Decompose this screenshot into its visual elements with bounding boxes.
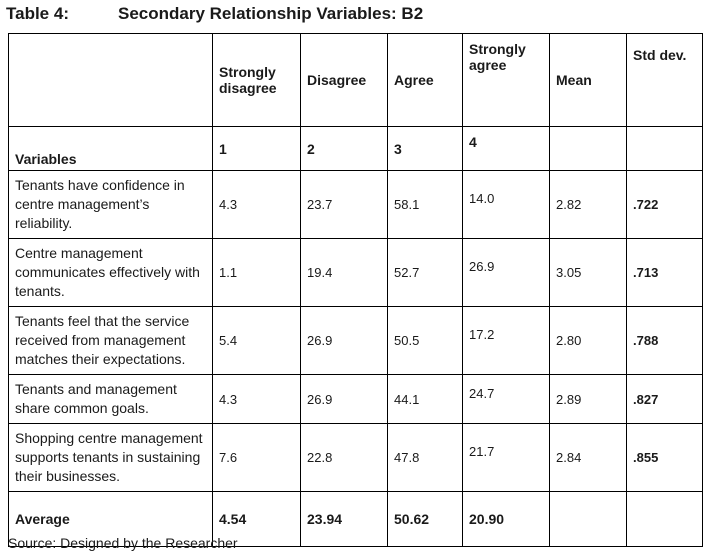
value-disagree: 23.7 (300, 170, 388, 239)
scale-code-mean (549, 126, 627, 171)
table-number: Table 4: (6, 4, 69, 23)
table-row: Tenants feel that the service received f… (8, 306, 703, 375)
average-strongly-disagree: 4.54 (212, 491, 301, 547)
col-header-mean: Mean (549, 33, 627, 127)
scale-code-2: 2 (300, 126, 388, 171)
header-empty-cell (8, 33, 213, 127)
value-strongly-disagree: 4.3 (212, 170, 301, 239)
average-disagree: 23.94 (300, 491, 388, 547)
value-std-dev: .788 (626, 306, 703, 375)
scale-code-std (626, 126, 703, 171)
source-note: Source: Designed by the Researcher (8, 535, 238, 551)
value-strongly-agree: 21.7 (462, 423, 550, 492)
value-disagree: 26.9 (300, 374, 388, 424)
variable-cell: Shopping centre management supports tena… (8, 423, 213, 492)
value-mean: 2.89 (549, 374, 627, 424)
table-title: Table 4: Secondary Relationship Variables… (6, 4, 423, 24)
variable-cell: Tenants have confidence in centre manage… (8, 170, 213, 239)
table-row: Centre management communicates effective… (8, 238, 703, 307)
table-row: Shopping centre management supports tena… (8, 423, 703, 492)
value-agree: 58.1 (387, 170, 463, 239)
value-strongly-disagree: 4.3 (212, 374, 301, 424)
average-std-dev (626, 491, 703, 547)
value-strongly-disagree: 5.4 (212, 306, 301, 375)
value-strongly-agree-text: 21.7 (469, 444, 495, 459)
scale-code-1: 1 (212, 126, 301, 171)
value-std-dev: .722 (626, 170, 703, 239)
value-strongly-agree: 26.9 (462, 238, 550, 307)
variable-cell: Tenants feel that the service received f… (8, 306, 213, 375)
relationship-variables-table: Strongly disagree Disagree Agree Strongl… (8, 33, 703, 547)
value-agree: 50.5 (387, 306, 463, 375)
scale-code-3: 3 (387, 126, 463, 171)
value-agree: 52.7 (387, 238, 463, 307)
average-strongly-agree: 20.90 (462, 491, 550, 547)
value-agree: 47.8 (387, 423, 463, 492)
value-strongly-agree-text: 14.0 (469, 191, 495, 206)
col-header-std-dev: Std dev. (626, 33, 703, 127)
value-std-dev: .855 (626, 423, 703, 492)
value-disagree: 26.9 (300, 306, 388, 375)
value-strongly-agree: 14.0 (462, 170, 550, 239)
variable-cell: Centre management communicates effective… (8, 238, 213, 307)
average-agree: 50.62 (387, 491, 463, 547)
value-strongly-agree-text: 17.2 (469, 327, 495, 342)
average-row: Average 4.54 23.94 50.62 20.90 (8, 491, 703, 547)
table-row: Tenants have confidence in centre manage… (8, 170, 703, 239)
value-agree: 44.1 (387, 374, 463, 424)
value-mean: 3.05 (549, 238, 627, 307)
value-strongly-agree-text: 26.9 (469, 259, 495, 274)
table-title-text: Secondary Relationship Variables: B2 (118, 4, 424, 23)
table-row: Tenants and management share common goal… (8, 374, 703, 424)
value-mean: 2.84 (549, 423, 627, 492)
average-mean (549, 491, 627, 547)
col-header-agree: Agree (387, 33, 463, 127)
variables-label: Variables (8, 126, 213, 171)
variable-cell: Tenants and management share common goal… (8, 374, 213, 424)
value-strongly-agree: 24.7 (462, 374, 550, 424)
value-disagree: 19.4 (300, 238, 388, 307)
value-std-dev: .713 (626, 238, 703, 307)
value-strongly-disagree: 1.1 (212, 238, 301, 307)
value-strongly-agree-text: 24.7 (469, 385, 495, 401)
value-disagree: 22.8 (300, 423, 388, 492)
col-header-strongly-agree: Strongly agree (462, 33, 550, 127)
value-std-dev: .827 (626, 374, 703, 424)
col-header-strongly-disagree: Strongly disagree (212, 33, 301, 127)
scale-row: Variables 1 2 3 4 (8, 126, 703, 171)
col-header-disagree: Disagree (300, 33, 388, 127)
value-mean: 2.82 (549, 170, 627, 239)
scale-code-4: 4 (462, 126, 550, 171)
value-strongly-disagree: 7.6 (212, 423, 301, 492)
value-mean: 2.80 (549, 306, 627, 375)
value-strongly-agree: 17.2 (462, 306, 550, 375)
average-label: Average (8, 491, 213, 547)
header-row: Strongly disagree Disagree Agree Strongl… (8, 33, 703, 127)
